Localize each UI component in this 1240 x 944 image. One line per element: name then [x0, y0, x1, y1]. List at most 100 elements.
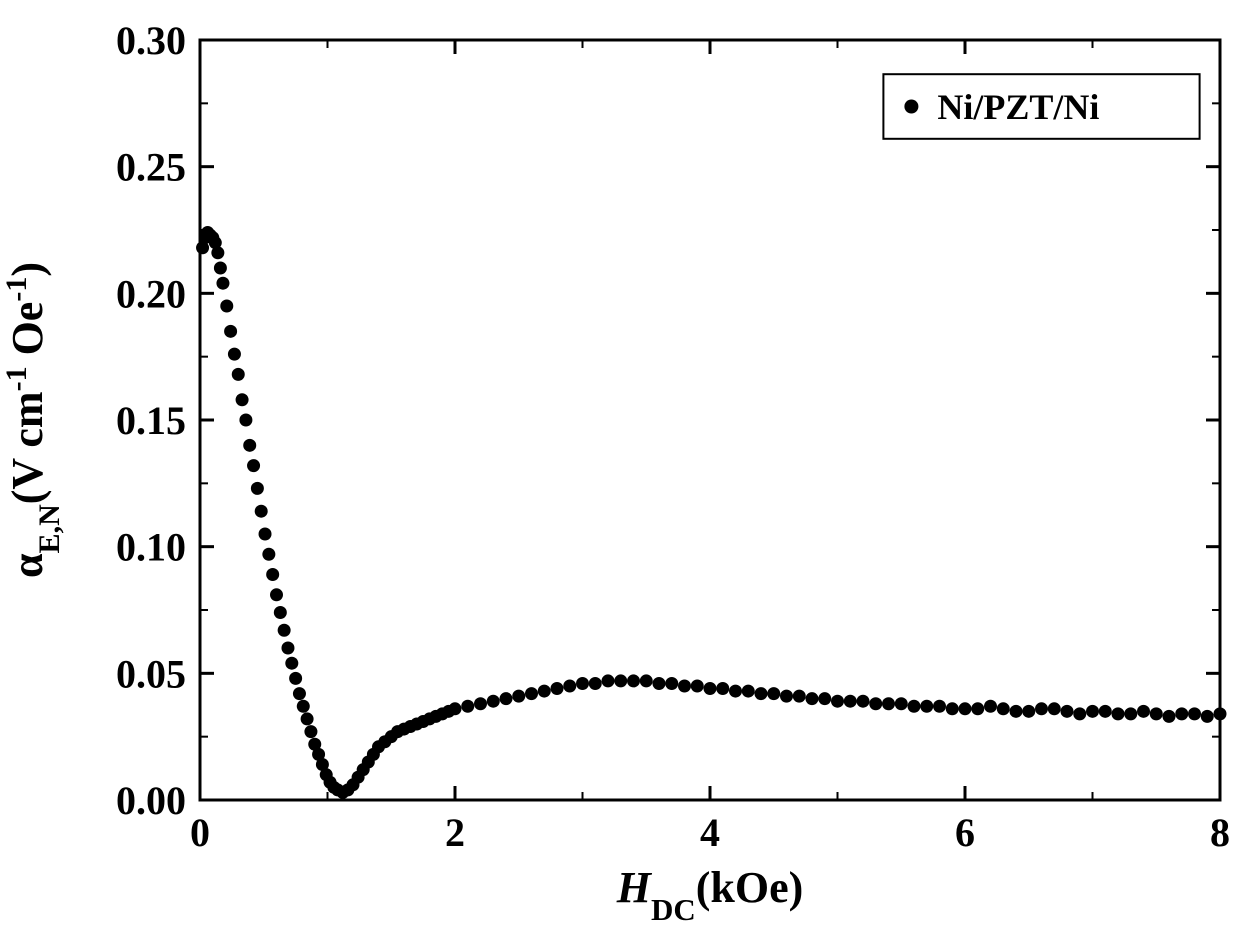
data-point — [525, 687, 538, 700]
data-point — [576, 677, 589, 690]
data-point — [691, 680, 704, 693]
y-tick-label: 0.10 — [116, 525, 186, 570]
data-point — [1099, 705, 1112, 718]
data-point — [742, 685, 755, 698]
y-tick-label: 0.20 — [116, 271, 186, 316]
x-tick-label: 2 — [445, 810, 465, 855]
x-tick-label: 0 — [190, 810, 210, 855]
data-point — [297, 700, 310, 713]
data-point — [1112, 707, 1125, 720]
data-point — [266, 568, 279, 581]
data-point — [653, 677, 666, 690]
data-point — [665, 677, 678, 690]
data-point — [243, 439, 256, 452]
data-point — [767, 687, 780, 700]
data-point — [1175, 707, 1188, 720]
data-point — [614, 674, 627, 687]
data-point — [1086, 705, 1099, 718]
data-point — [1188, 707, 1201, 720]
data-point — [1022, 705, 1035, 718]
data-point — [997, 702, 1010, 715]
x-tick-label: 6 — [955, 810, 975, 855]
data-point — [259, 528, 272, 541]
data-point — [500, 692, 513, 705]
data-point — [959, 702, 972, 715]
data-point — [818, 692, 831, 705]
data-point — [640, 674, 653, 687]
data-point — [920, 700, 933, 713]
scatter-chart: 024680.000.050.100.150.200.250.30HDC(kOe… — [0, 0, 1240, 944]
data-point — [844, 695, 857, 708]
data-point — [602, 674, 615, 687]
data-point — [289, 672, 302, 685]
data-point — [716, 682, 729, 695]
data-point — [729, 685, 742, 698]
data-point — [251, 482, 264, 495]
data-point — [255, 505, 268, 518]
data-point — [882, 697, 895, 710]
data-point — [285, 657, 298, 670]
data-point — [895, 697, 908, 710]
data-point — [232, 368, 245, 381]
x-tick-label: 8 — [1210, 810, 1230, 855]
data-point — [984, 700, 997, 713]
data-point — [1048, 702, 1061, 715]
data-point — [1150, 707, 1163, 720]
data-point — [780, 690, 793, 703]
y-tick-label: 0.25 — [116, 145, 186, 190]
y-tick-label: 0.00 — [116, 778, 186, 823]
data-point — [293, 687, 306, 700]
data-point — [220, 300, 233, 313]
data-point — [270, 588, 283, 601]
data-point — [1035, 702, 1048, 715]
data-point — [627, 674, 640, 687]
data-point — [971, 702, 984, 715]
data-point — [704, 682, 717, 695]
data-point — [224, 325, 237, 338]
data-point — [512, 690, 525, 703]
data-point — [239, 414, 252, 427]
data-point — [933, 700, 946, 713]
legend-marker-icon — [904, 100, 918, 114]
data-point — [1124, 707, 1137, 720]
data-point — [538, 685, 551, 698]
data-point — [236, 393, 249, 406]
legend: Ni/PZT/Ni — [883, 74, 1199, 139]
data-point — [247, 459, 260, 472]
chart-container: 024680.000.050.100.150.200.250.30HDC(kOe… — [0, 0, 1240, 944]
data-point — [214, 262, 227, 275]
data-point — [589, 677, 602, 690]
data-point — [1010, 705, 1023, 718]
data-point — [551, 682, 564, 695]
data-point — [755, 687, 768, 700]
data-point — [449, 702, 462, 715]
y-tick-label: 0.30 — [116, 18, 186, 63]
y-tick-label: 0.05 — [116, 651, 186, 696]
data-point — [1163, 710, 1176, 723]
legend-label: Ni/PZT/Ni — [937, 87, 1099, 127]
data-point — [1073, 707, 1086, 720]
data-point — [831, 695, 844, 708]
data-point — [678, 680, 691, 693]
data-point — [857, 695, 870, 708]
data-point — [304, 725, 317, 738]
data-point — [301, 712, 314, 725]
data-point — [474, 697, 487, 710]
data-point — [1201, 710, 1214, 723]
data-point — [793, 690, 806, 703]
data-point — [216, 277, 229, 290]
data-point — [487, 695, 500, 708]
data-point — [946, 702, 959, 715]
data-point — [278, 624, 291, 637]
y-tick-label: 0.15 — [116, 398, 186, 443]
data-point — [211, 246, 224, 259]
data-point — [274, 606, 287, 619]
data-point — [806, 692, 819, 705]
data-point — [869, 697, 882, 710]
data-point — [281, 642, 294, 655]
data-point — [563, 680, 576, 693]
data-point — [461, 700, 474, 713]
data-point — [262, 548, 275, 561]
x-tick-label: 4 — [700, 810, 720, 855]
data-point — [908, 700, 921, 713]
